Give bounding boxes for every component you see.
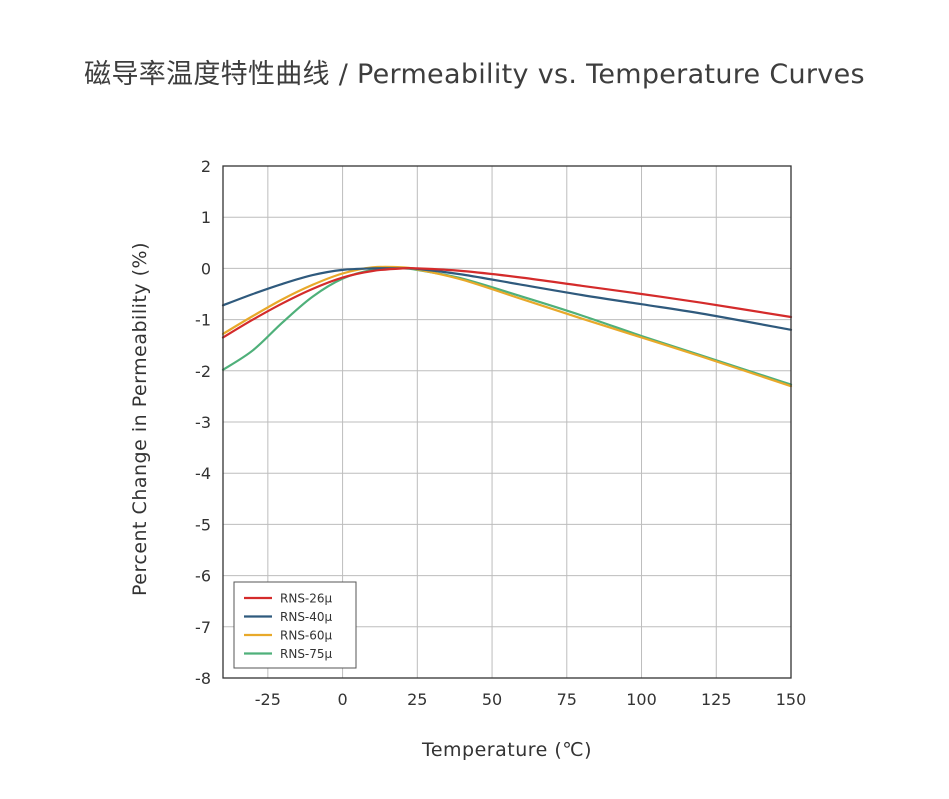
y-tick-label: 2 bbox=[201, 157, 211, 176]
legend-label: RNS-40μ bbox=[280, 610, 333, 624]
plot-frame bbox=[222, 165, 792, 679]
x-tick-label: 150 bbox=[776, 690, 807, 709]
chart-title: 磁导率温度特性曲线 / Permeability vs. Temperature… bbox=[84, 59, 865, 90]
y-axis-label: Percent Change in Permeability (%) bbox=[129, 242, 151, 596]
x-tick-label: 50 bbox=[482, 690, 502, 709]
legend-label: RNS-75μ bbox=[280, 647, 333, 661]
y-tick-label: -8 bbox=[195, 669, 211, 688]
y-tick-label: -5 bbox=[195, 515, 211, 534]
y-tick-label: 0 bbox=[201, 259, 211, 278]
x-tick-label: 75 bbox=[557, 690, 577, 709]
series-line-rns-60- bbox=[221, 265, 793, 388]
x-tick-label: 125 bbox=[701, 690, 732, 709]
x-tick-label: 100 bbox=[626, 690, 657, 709]
legend-label: RNS-26μ bbox=[280, 592, 333, 606]
x-axis-label: Temperature (℃) bbox=[421, 739, 592, 761]
y-tick-label: -7 bbox=[195, 618, 211, 637]
x-tick-labels: -25 0 25 50 75 100 125 150 bbox=[255, 690, 807, 709]
y-tick-label: 1 bbox=[201, 208, 211, 227]
y-tick-label: -3 bbox=[195, 413, 211, 432]
legend-label: RNS-60μ bbox=[280, 629, 333, 643]
x-tick-label: 25 bbox=[407, 690, 427, 709]
y-tick-label: -6 bbox=[195, 567, 211, 586]
x-tick-label: 0 bbox=[337, 690, 347, 709]
y-tick-label: -1 bbox=[195, 311, 211, 330]
y-tick-label: -2 bbox=[195, 362, 211, 381]
y-tick-labels: 2 1 0 -1 -2 -3 -4 -5 -6 -7 -8 bbox=[195, 157, 211, 688]
series-lines bbox=[221, 265, 793, 388]
legend: RNS-26μ RNS-40μ RNS-60μ RNS-75μ bbox=[233, 581, 357, 669]
y-tick-label: -4 bbox=[195, 464, 211, 483]
series-line-rns-26- bbox=[221, 267, 793, 339]
x-tick-label: -25 bbox=[255, 690, 281, 709]
